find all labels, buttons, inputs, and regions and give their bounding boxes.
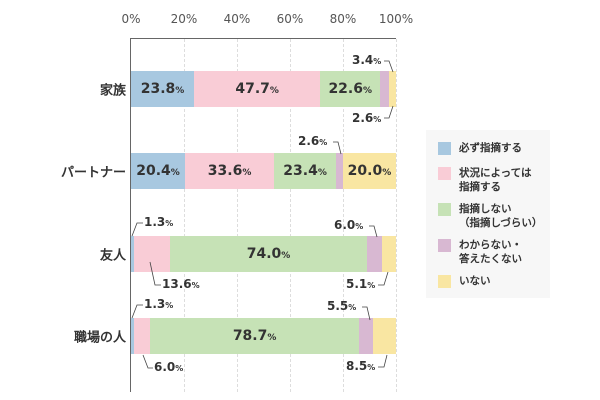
tick-80: 80% (329, 12, 357, 26)
legend-label: 状況によっては 指摘する (459, 167, 532, 193)
segment-value: 33.6% (207, 163, 252, 179)
bar-segment: 20.0% (342, 153, 396, 189)
stacked-bar: 20.4% 33.6% 23.4% 20.0% (131, 153, 396, 189)
tick-20: 20% (170, 12, 198, 26)
legend-label: 必ず指摘する (459, 142, 522, 154)
bar-segment (134, 318, 151, 354)
legend-label: わからない・ 答えたくない (459, 239, 522, 265)
bar-segment: 78.7% (150, 318, 359, 354)
segment-value: 20.4% (136, 163, 180, 179)
bar-segment: 20.4% (131, 153, 186, 189)
stacked-bar: 74.0% (131, 236, 396, 272)
tick-100: 100% (378, 12, 414, 26)
bar-segment (373, 318, 396, 354)
callout-work-always: 1.3% (144, 297, 174, 311)
callout-family-dk: 3.4% (352, 53, 382, 67)
stacked-bar: 78.7% (131, 318, 396, 354)
legend-item-situational: 状況によっては 指摘する (438, 166, 531, 194)
segment-value: 20.0% (347, 163, 392, 179)
stacked-bar: 23.8% 47.7% 22.6% (131, 71, 397, 107)
legend-label: いない (459, 275, 491, 287)
legend: 必ず指摘する 状況によっては 指摘する 指摘しない （指摘しづらい） わからない… (426, 130, 550, 298)
tick-60: 60% (276, 12, 304, 26)
legend-item-always: 必ず指摘する (438, 141, 522, 155)
bar-segment (380, 71, 390, 107)
bar-segment (366, 236, 383, 272)
segment-value: 47.7% (235, 81, 279, 97)
legend-swatch (438, 142, 451, 155)
bar-segment: 22.6% (320, 71, 381, 107)
legend-swatch (438, 167, 451, 180)
tick-40: 40% (223, 12, 251, 26)
bar-segment: 23.8% (131, 71, 195, 107)
segment-value: 23.4% (283, 163, 327, 179)
legend-swatch (438, 239, 451, 252)
callout-family-none: 2.6% (352, 111, 382, 125)
gridline (343, 39, 344, 392)
segment-value: 23.8% (140, 81, 185, 97)
segment-value: 22.6% (328, 81, 373, 97)
tick-0: 0% (121, 12, 141, 26)
legend-swatch (438, 203, 451, 216)
callout-work-none: 8.5% (346, 359, 376, 373)
bar-segment: 33.6% (185, 153, 275, 189)
legend-item-none: いない (438, 274, 491, 288)
bar-segment (358, 318, 374, 354)
callout-friend-situational: 13.6% (162, 277, 200, 291)
bar-segment (134, 236, 171, 272)
category-label: 家族 (99, 83, 126, 99)
callout-partner-dk: 2.6% (298, 134, 328, 148)
gridline (290, 39, 291, 392)
bar-segment (382, 236, 396, 272)
segment-value: 78.7% (232, 328, 277, 344)
callout-friend-always: 1.3% (144, 215, 174, 229)
gridline (237, 39, 238, 392)
bar-segment (131, 236, 135, 272)
y-axis-line (130, 38, 131, 392)
category-label: 職場の人 (73, 330, 126, 346)
legend-item-not-point: 指摘しない （指摘しづらい） (438, 202, 542, 230)
callout-friend-none: 5.1% (346, 277, 376, 291)
gridline (184, 39, 185, 392)
callout-friend-dk: 6.0% (334, 218, 364, 232)
category-label: 友人 (99, 248, 126, 264)
bar-segment (131, 318, 135, 354)
legend-swatch (438, 275, 451, 288)
legend-item-dont-know: わからない・ 答えたくない (438, 238, 522, 266)
bar-segment: 74.0% (170, 236, 367, 272)
bar-segment (389, 71, 397, 107)
callout-work-situational: 6.0% (154, 360, 184, 374)
callout-work-dk: 5.5% (327, 299, 357, 313)
top-axis-line (131, 38, 396, 39)
bar-segment (336, 153, 343, 189)
segment-value: 74.0% (246, 246, 291, 262)
bar-segment: 23.4% (274, 153, 337, 189)
category-label: パートナー (60, 165, 126, 181)
gridline (396, 39, 397, 392)
bar-segment: 47.7% (194, 71, 321, 107)
legend-label: 指摘しない （指摘しづらい） (459, 203, 543, 229)
